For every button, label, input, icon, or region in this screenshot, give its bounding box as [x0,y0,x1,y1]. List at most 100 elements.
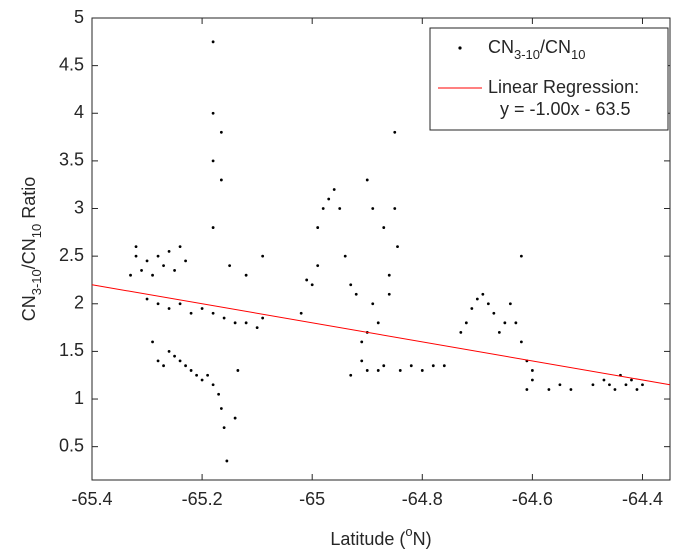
data-point [481,292,485,296]
data-point [211,40,215,44]
data-point [219,178,223,182]
data-point [569,388,573,391]
label-part: CN [19,295,39,321]
data-point [211,383,215,387]
data-point [382,226,386,229]
y-tick-label: 5 [74,7,84,27]
data-point [178,245,182,249]
data-point [354,292,358,296]
data-point [376,369,380,372]
data-point [219,407,223,410]
data-point [156,254,160,258]
x-tick-label: -64.4 [622,489,663,509]
label-part: o [405,524,412,539]
data-point [228,264,232,268]
data-point [635,388,639,391]
annotation: y = -1.00x - 63.5 [500,99,631,119]
data-point [387,273,391,277]
x-tick-label: -64.6 [512,489,553,509]
data-point [219,130,223,134]
data-point [255,326,259,329]
data-point [409,364,413,368]
label-part: /CN [540,37,571,57]
plot-frame [91,17,671,481]
data-point [261,254,265,258]
data-point [140,269,143,272]
data-point [222,426,226,430]
data-point [211,159,215,163]
data-point [349,373,353,377]
data-point [261,316,265,320]
x-tick-label: -64.8 [402,489,443,509]
label-part: 10 [571,47,585,62]
label-part: 10 [29,224,44,238]
label-part: N) [413,529,432,549]
regression-line [91,284,671,386]
data-point [519,340,523,344]
data-point [211,311,215,315]
data-point [211,226,215,229]
data-point [365,369,369,372]
x-axis-label: Latitude (oN) [330,524,431,549]
data-point [641,383,644,387]
data-point [233,416,237,420]
label-part: 3-10 [29,269,44,295]
data-point [393,130,397,134]
y-tick-label: 4.5 [59,54,84,74]
data-point [497,330,501,334]
label-part: Ratio [19,177,39,224]
data-point [360,359,364,363]
data-point [431,364,435,368]
data-point [393,207,397,210]
data-point [349,283,353,287]
data-point [222,316,226,320]
data-point [211,111,215,115]
data-point [189,369,193,372]
y-tick-label: 1 [74,388,84,408]
y-tick-label: 3.5 [59,150,84,170]
y-tick-label: 2.5 [59,245,84,265]
data-point [167,350,171,353]
data-point [134,254,138,258]
data-point [244,273,248,277]
data-point [233,321,237,325]
data-point [134,245,138,249]
data-point [316,226,320,229]
data-point [630,378,633,382]
legend-label: CN3-10/CN10 [488,37,586,62]
y-axis-label: CN3-10/CN10 Ratio [19,177,44,322]
data-point [305,278,309,282]
data-point [195,373,198,377]
legend-box [429,27,669,131]
data-point [514,321,518,325]
data-point [151,273,154,277]
data-point [145,259,149,263]
data-point [173,354,176,358]
data-point [327,197,331,201]
data-point [200,378,204,382]
data-point [371,302,375,306]
data-point [530,378,534,382]
data-point [167,307,171,310]
data-point [396,245,399,249]
data-point [129,273,132,277]
x-tick-label: -65 [299,489,325,509]
data-point [382,364,386,368]
data-point [470,307,474,310]
legend-marker [458,46,462,50]
label-part: Linear Regression: [488,77,639,97]
data-point [475,297,479,301]
label-part: CN [488,37,514,57]
data-point [310,283,314,287]
label-part: Latitude ( [330,529,405,549]
data-point [184,364,187,368]
data-point [178,359,182,363]
x-tick-label: -65.4 [71,489,112,509]
data-point [503,321,507,325]
data-point [508,302,512,306]
data-point [321,207,325,210]
data-point [492,311,496,315]
label-part: /CN [19,238,39,269]
data-point [387,292,391,296]
